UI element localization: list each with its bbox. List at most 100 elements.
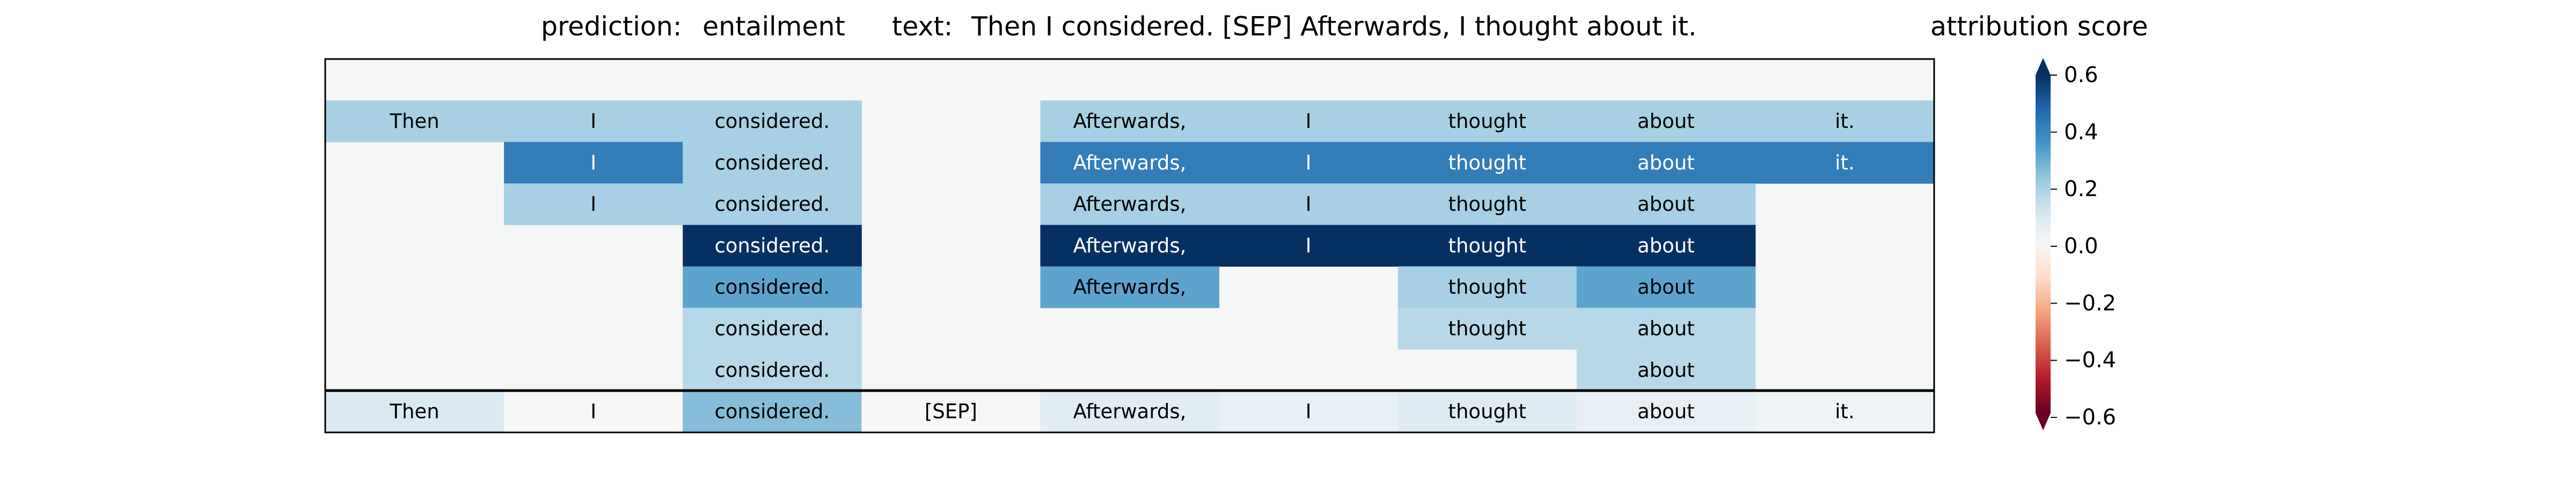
cell-layer7-8	[1576, 349, 1756, 391]
cell-label-layer2-9: it.	[1835, 151, 1855, 174]
cell-label-layer4-5: Afterwards,	[1073, 234, 1187, 257]
prediction-label: prediction:	[541, 11, 682, 42]
cell-layer3-7	[1397, 183, 1577, 225]
cell-summary-2	[504, 391, 683, 433]
heatmap-cells	[325, 100, 1935, 433]
cell-layer5-8	[1576, 266, 1756, 308]
colorbar-tick-label: −0.4	[2064, 348, 2116, 373]
cell-label-layer3-6: I	[1306, 193, 1312, 216]
cell-layer1-5	[1040, 100, 1220, 143]
cell-layer4-5	[1040, 225, 1220, 267]
cell-label-summary-7: thought	[1448, 400, 1526, 423]
cell-label-layer1-5: Afterwards,	[1073, 109, 1187, 133]
cell-label-layer2-6: I	[1306, 151, 1312, 174]
cell-label-layer1-3: considered.	[714, 109, 830, 133]
cell-label-layer2-2: I	[590, 151, 596, 174]
cell-layer2-5	[1040, 142, 1220, 184]
cell-label-layer2-8: about	[1637, 151, 1695, 174]
cell-layer2-2	[504, 142, 683, 184]
cell-label-summary-8: about	[1637, 400, 1695, 423]
cell-layer7-3	[683, 349, 862, 391]
cell-summary-3	[683, 391, 862, 433]
colorbar-ticks: 0.6 0.4 0.2 0.0 −0.2 −0.4 −0.6	[2051, 63, 2116, 430]
prediction-value: entailment	[702, 11, 845, 42]
cell-label-layer6-3: considered.	[714, 317, 830, 340]
cell-summary-6	[1219, 391, 1399, 433]
cell-label-summary-1: Then	[389, 400, 439, 423]
text-value: Then I considered. [SEP] Afterwards, I t…	[971, 11, 1697, 42]
cell-label-layer4-7: thought	[1448, 234, 1526, 257]
cell-label-layer1-8: about	[1637, 109, 1695, 133]
cell-label-layer1-6: I	[1306, 109, 1312, 133]
cell-layer6-3	[683, 307, 862, 350]
cell-layer1-7	[1397, 100, 1577, 143]
cell-layer4-3	[683, 225, 862, 267]
cell-label-summary-2: I	[590, 400, 596, 423]
colorbar-tick-label: 0.4	[2064, 120, 2098, 144]
cell-label-layer1-2: I	[590, 109, 596, 133]
cell-layer3-3	[683, 183, 862, 225]
cell-layer1-3	[683, 100, 862, 143]
colorbar: 0.6 0.4 0.2 0.0 −0.2 −0.4 −0.6	[2036, 58, 2116, 430]
cell-layer2-8	[1576, 142, 1756, 184]
cell-layer3-6	[1219, 183, 1399, 225]
cell-layer4-8	[1576, 225, 1756, 267]
cell-label-layer2-3: considered.	[714, 151, 830, 174]
cell-label-layer5-3: considered.	[714, 276, 830, 299]
cell-label-layer2-5: Afterwards,	[1073, 151, 1187, 174]
cell-label-summary-9: it.	[1835, 400, 1855, 423]
cell-summary-8	[1576, 391, 1756, 433]
colorbar-title: attribution score	[1930, 11, 2148, 42]
cell-layer2-3	[683, 142, 862, 184]
colorbar-tick-label: 0.0	[2064, 234, 2098, 259]
cell-label-layer2-7: thought	[1448, 151, 1526, 174]
cell-summary-4	[861, 391, 1041, 433]
cell-label-layer1-1: Then	[389, 109, 439, 133]
cell-layer4-6	[1219, 225, 1399, 267]
cell-layer2-6	[1219, 142, 1399, 184]
cell-layer6-8	[1576, 307, 1756, 350]
cell-layer1-6	[1219, 100, 1399, 143]
cell-layer2-9	[1755, 142, 1935, 184]
cell-summary-1	[325, 391, 504, 433]
cell-layer3-2	[504, 183, 683, 225]
cell-label-layer3-7: thought	[1448, 193, 1526, 216]
cell-layer2-7	[1397, 142, 1577, 184]
cell-label-layer5-8: about	[1637, 276, 1695, 299]
cell-label-layer1-9: it.	[1835, 109, 1855, 133]
cell-label-layer3-2: I	[590, 193, 596, 216]
cell-summary-7	[1397, 391, 1577, 433]
cell-layer5-5	[1040, 266, 1220, 308]
colorbar-extend-bottom	[2036, 413, 2051, 430]
cell-layer4-7	[1397, 225, 1577, 267]
text-label: text:	[892, 11, 953, 42]
cell-layer3-5	[1040, 183, 1220, 225]
cell-layer1-8	[1576, 100, 1756, 143]
cell-layer1-2	[504, 100, 683, 143]
cell-label-layer3-3: considered.	[714, 193, 830, 216]
cell-label-summary-4: [SEP]	[925, 400, 977, 423]
cell-summary-5	[1040, 391, 1220, 433]
cell-label-layer1-7: thought	[1448, 109, 1526, 133]
cell-label-layer4-8: about	[1637, 234, 1695, 257]
cell-layer3-8	[1576, 183, 1756, 225]
cell-label-layer5-5: Afterwards,	[1073, 276, 1187, 299]
colorbar-tick-label: 0.6	[2064, 63, 2098, 87]
cell-label-layer4-3: considered.	[714, 234, 830, 257]
cell-label-layer6-7: thought	[1448, 317, 1526, 340]
cell-layer6-7	[1397, 307, 1577, 350]
cell-layer1-1	[325, 100, 504, 143]
colorbar-tick-label: 0.2	[2064, 177, 2098, 202]
heatmap-frame	[324, 58, 1935, 433]
cell-label-layer3-8: about	[1637, 193, 1695, 216]
cell-label-layer7-8: about	[1637, 358, 1695, 381]
cell-layer5-3	[683, 266, 862, 308]
colorbar-extend-top	[2036, 58, 2051, 75]
colorbar-tick-label: −0.6	[2064, 405, 2116, 430]
cell-label-layer5-7: thought	[1448, 276, 1526, 299]
cell-label-summary-5: Afterwards,	[1073, 400, 1187, 423]
cell-label-summary-6: I	[1306, 400, 1312, 423]
